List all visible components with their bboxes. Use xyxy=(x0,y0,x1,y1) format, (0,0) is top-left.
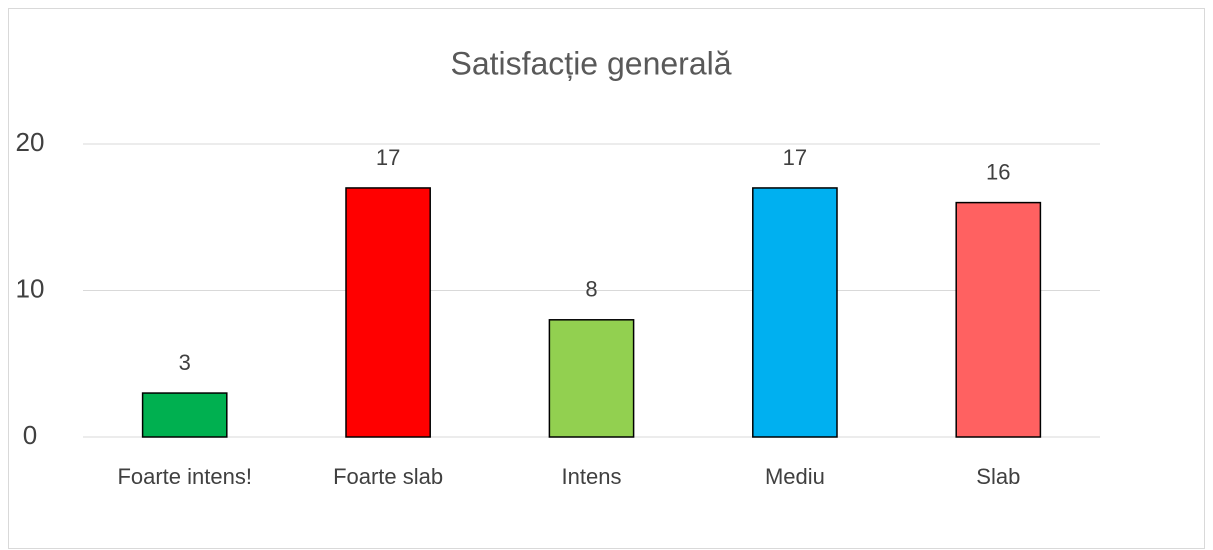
x-tick-label: Foarte slab xyxy=(333,464,443,489)
x-tick-label: Foarte intens! xyxy=(117,464,252,489)
data-label: 17 xyxy=(376,145,400,170)
data-label: 3 xyxy=(179,350,191,375)
data-label: 8 xyxy=(585,277,597,302)
bar xyxy=(141,392,228,438)
x-tick-label: Mediu xyxy=(765,464,825,489)
bar xyxy=(955,201,1042,438)
bar xyxy=(548,319,635,438)
data-label: 16 xyxy=(986,159,1010,184)
y-tick-label: 0 xyxy=(23,420,37,450)
data-label: 17 xyxy=(783,145,807,170)
y-tick-label: 10 xyxy=(16,273,45,303)
bar xyxy=(752,187,838,438)
x-tick-label: Intens xyxy=(562,464,622,489)
x-tick-label: Slab xyxy=(976,464,1020,489)
y-tick-label: 20 xyxy=(16,127,45,157)
chart-title: Satisfacție generală xyxy=(450,45,731,81)
bar xyxy=(345,187,431,438)
